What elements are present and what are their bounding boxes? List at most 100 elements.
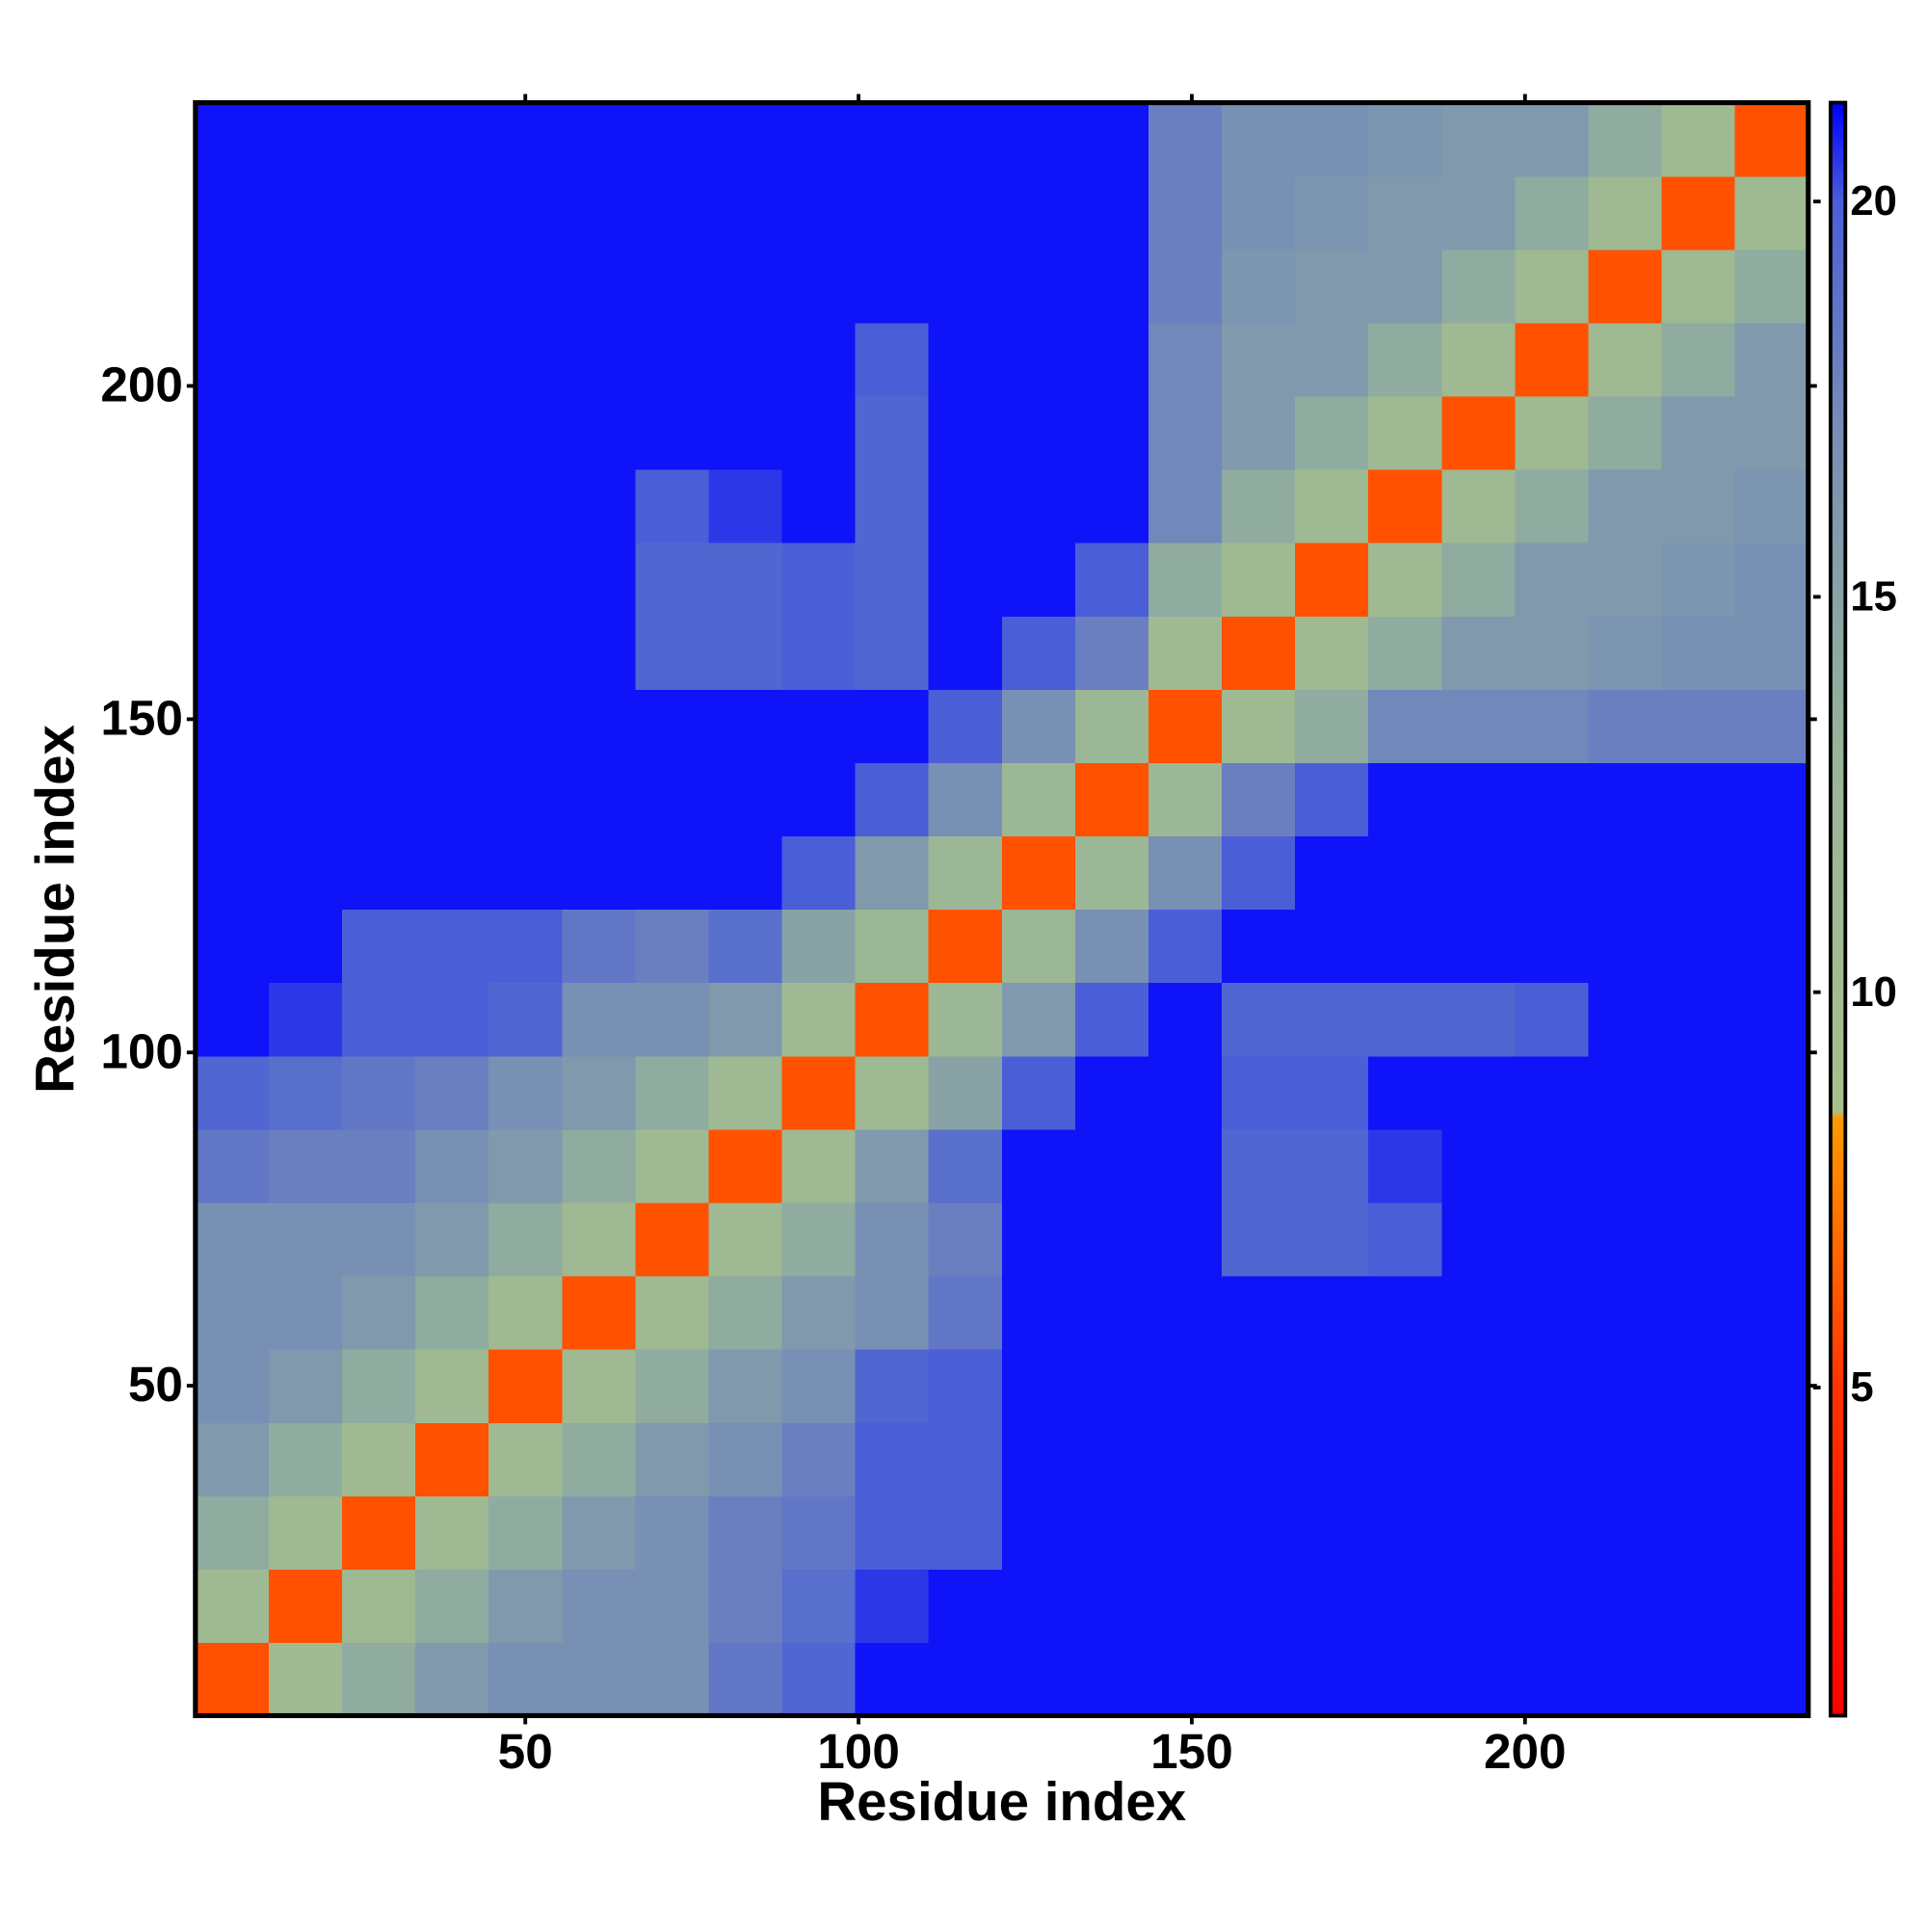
heatmap-cell bbox=[928, 1422, 1003, 1496]
heatmap-cell bbox=[855, 543, 930, 617]
heatmap-cell bbox=[1661, 1055, 1736, 1130]
heatmap-cell bbox=[1441, 1349, 1517, 1423]
heatmap-cell bbox=[1661, 835, 1736, 911]
heatmap-cell bbox=[1148, 1128, 1223, 1204]
heatmap-cell bbox=[1661, 1275, 1736, 1350]
heatmap-cell bbox=[415, 1202, 489, 1277]
heatmap-cell bbox=[268, 1202, 343, 1277]
heatmap-cell bbox=[635, 1128, 710, 1204]
heatmap-cell bbox=[488, 1642, 563, 1717]
colorbar-tick-label: 5 bbox=[1850, 1363, 1873, 1411]
heatmap-cell bbox=[1441, 395, 1517, 470]
heatmap-cell bbox=[635, 1275, 710, 1350]
heatmap-cell bbox=[1661, 543, 1736, 617]
heatmap-cell bbox=[1734, 1128, 1809, 1204]
heatmap-cell bbox=[195, 249, 270, 324]
heatmap-cell bbox=[268, 102, 343, 177]
heatmap-cell bbox=[268, 616, 343, 690]
heatmap-cell bbox=[708, 102, 783, 177]
heatmap-cell bbox=[781, 102, 857, 177]
heatmap-cell bbox=[708, 1128, 783, 1204]
heatmap-cell bbox=[342, 468, 416, 543]
heatmap-cell bbox=[268, 1642, 343, 1717]
heatmap-cell bbox=[268, 982, 343, 1057]
heatmap-cell bbox=[1295, 1128, 1369, 1204]
heatmap-cell bbox=[1515, 616, 1590, 690]
heatmap-cell bbox=[855, 249, 930, 324]
heatmap-cell bbox=[1441, 102, 1517, 177]
heatmap-cell bbox=[708, 249, 783, 324]
heatmap-cell bbox=[635, 102, 710, 177]
heatmap-cell bbox=[928, 982, 1003, 1057]
heatmap-cell bbox=[562, 1642, 636, 1717]
heatmap-cell bbox=[195, 835, 270, 911]
heatmap-cell bbox=[1074, 835, 1149, 911]
heatmap-cell bbox=[415, 689, 489, 763]
heatmap-cell bbox=[1588, 249, 1663, 324]
heatmap-cell bbox=[855, 468, 930, 543]
colorbar bbox=[1828, 100, 1848, 1718]
heatmap-cell bbox=[1441, 1128, 1517, 1204]
heatmap-cell bbox=[1515, 322, 1590, 397]
heatmap-cell bbox=[1368, 982, 1442, 1057]
heatmap-cell bbox=[708, 616, 783, 690]
heatmap-cell bbox=[415, 982, 489, 1057]
heatmap-cell bbox=[635, 689, 710, 763]
heatmap-cell bbox=[928, 1128, 1003, 1204]
heatmap-cell bbox=[1368, 175, 1442, 251]
heatmap-cell bbox=[1295, 1275, 1369, 1350]
heatmap-cell bbox=[1661, 1202, 1736, 1277]
heatmap-cell bbox=[1734, 1569, 1809, 1644]
heatmap-cell bbox=[1148, 1642, 1223, 1717]
y-tick-label: 150 bbox=[100, 691, 183, 746]
heatmap-cell bbox=[1074, 102, 1149, 177]
heatmap-cell bbox=[562, 1128, 636, 1204]
heatmap-cell bbox=[1734, 1642, 1809, 1717]
heatmap-cell bbox=[781, 1495, 857, 1570]
heatmap-cell bbox=[488, 909, 563, 984]
heatmap-cell bbox=[1734, 543, 1809, 617]
heatmap-cell bbox=[855, 689, 930, 763]
heatmap-cell bbox=[1074, 1642, 1149, 1717]
heatmap-cell bbox=[1001, 1422, 1076, 1496]
heatmap-cell bbox=[1368, 102, 1442, 177]
heatmap-cell bbox=[342, 1642, 416, 1717]
heatmap-cell bbox=[1734, 835, 1809, 911]
heatmap-cell bbox=[708, 1495, 783, 1570]
x-axis-label: Residue index bbox=[817, 1771, 1186, 1832]
heatmap-cell bbox=[1074, 175, 1149, 251]
heatmap-cell bbox=[1148, 395, 1223, 470]
heatmap-cell bbox=[562, 762, 636, 837]
heatmap-cell bbox=[415, 1642, 489, 1717]
heatmap-cell bbox=[488, 835, 563, 911]
heatmap-cell bbox=[1074, 1275, 1149, 1350]
heatmap-cell bbox=[1074, 1055, 1149, 1130]
y-tick-label: 100 bbox=[100, 1023, 183, 1078]
heatmap-cell bbox=[268, 909, 343, 984]
heatmap-cell bbox=[195, 1202, 270, 1277]
heatmap-cell bbox=[855, 102, 930, 177]
heatmap-cell bbox=[635, 1642, 710, 1717]
heatmap-cell bbox=[1734, 175, 1809, 251]
heatmap-cell bbox=[928, 1642, 1003, 1717]
heatmap-cell bbox=[268, 1128, 343, 1204]
heatmap-cell bbox=[1515, 1128, 1590, 1204]
heatmap-cell bbox=[1222, 1422, 1296, 1496]
heatmap-cell bbox=[1295, 543, 1369, 617]
heatmap-cell bbox=[1148, 543, 1223, 617]
heatmap-cell bbox=[562, 322, 636, 397]
heatmap-cell bbox=[1074, 1495, 1149, 1570]
heatmap-cell bbox=[1441, 1569, 1517, 1644]
heatmap-cell bbox=[268, 249, 343, 324]
heatmap-cell bbox=[855, 1495, 930, 1570]
heatmap-cell bbox=[1441, 616, 1517, 690]
heatmap-cell bbox=[928, 249, 1003, 324]
heatmap-cell bbox=[488, 689, 563, 763]
heatmap-cell bbox=[342, 175, 416, 251]
heatmap-cell bbox=[1368, 1495, 1442, 1570]
heatmap-cell bbox=[708, 1642, 783, 1717]
y-tick-label: 50 bbox=[128, 1357, 183, 1412]
heatmap-cell bbox=[1661, 249, 1736, 324]
heatmap-cell bbox=[195, 1349, 270, 1423]
heatmap-cell bbox=[1222, 762, 1296, 837]
